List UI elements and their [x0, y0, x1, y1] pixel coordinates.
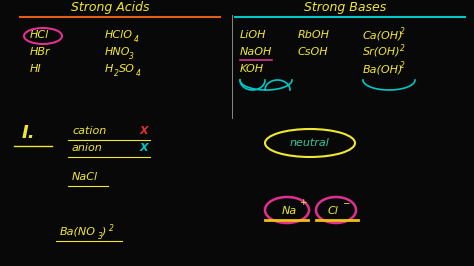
Text: Na: Na	[282, 206, 297, 216]
Text: 4: 4	[136, 69, 141, 78]
Text: X: X	[140, 126, 149, 136]
Text: 2: 2	[400, 44, 405, 53]
Text: Ba(NO: Ba(NO	[60, 227, 96, 237]
Text: 3: 3	[98, 232, 103, 241]
Text: I.: I.	[22, 124, 36, 142]
Text: KOH: KOH	[240, 64, 264, 74]
Text: 2: 2	[109, 224, 114, 233]
Text: HI: HI	[30, 64, 42, 74]
Text: Cl: Cl	[328, 206, 339, 216]
Text: 2: 2	[114, 69, 119, 78]
Text: Sr(OH): Sr(OH)	[363, 47, 401, 57]
Text: +: +	[299, 198, 307, 207]
Text: Ba(OH): Ba(OH)	[363, 64, 403, 74]
Text: H: H	[105, 64, 113, 74]
Text: SO: SO	[119, 64, 135, 74]
Text: Strong Acids: Strong Acids	[71, 1, 149, 14]
Text: 4: 4	[134, 35, 139, 44]
Text: anion: anion	[72, 143, 103, 153]
Text: −: −	[342, 198, 349, 207]
Text: HCl: HCl	[30, 30, 49, 40]
Text: neutral: neutral	[290, 138, 330, 148]
Text: CsOH: CsOH	[298, 47, 328, 57]
Text: X: X	[140, 143, 149, 153]
Text: LiOH: LiOH	[240, 30, 266, 40]
Text: 2: 2	[400, 61, 405, 70]
Text: 2: 2	[400, 27, 405, 36]
Text: 3: 3	[129, 52, 134, 61]
Text: ): )	[102, 227, 106, 237]
Text: NaCl: NaCl	[72, 172, 98, 182]
Text: HClO: HClO	[105, 30, 133, 40]
Text: Ca(OH): Ca(OH)	[363, 30, 403, 40]
Text: cation: cation	[72, 126, 106, 136]
Text: RbOH: RbOH	[298, 30, 330, 40]
Text: HNO: HNO	[105, 47, 130, 57]
Text: HBr: HBr	[30, 47, 51, 57]
Text: NaOH: NaOH	[240, 47, 273, 57]
Text: Strong Bases: Strong Bases	[304, 1, 386, 14]
